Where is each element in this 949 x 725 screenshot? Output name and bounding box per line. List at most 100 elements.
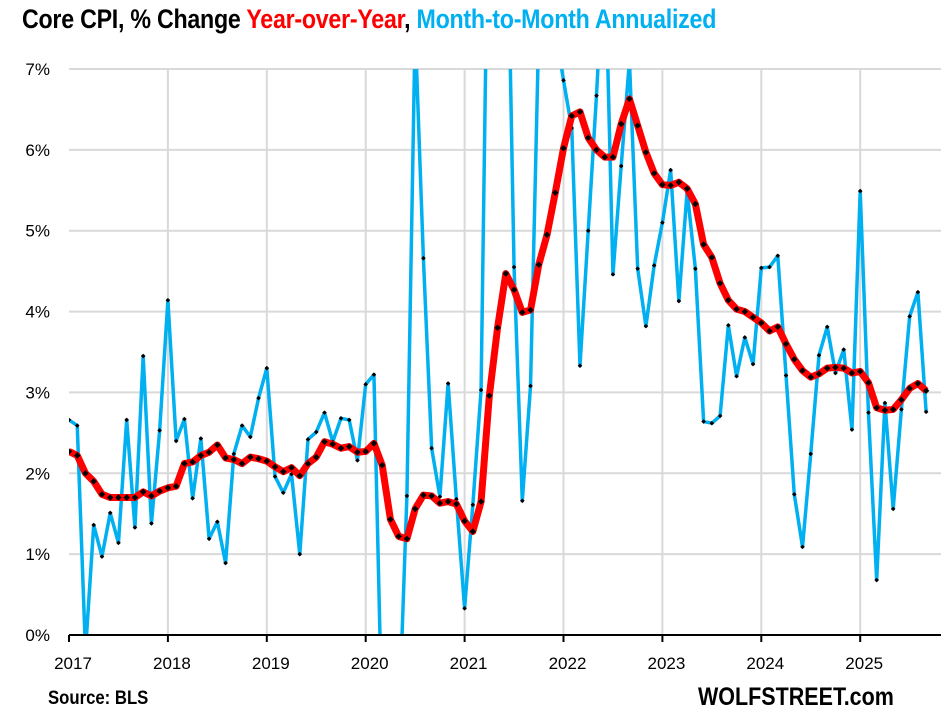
gridlines	[69, 68, 941, 635]
yoy-point	[395, 533, 402, 540]
mom-point	[338, 416, 344, 421]
yoy-point	[601, 153, 608, 161]
mom-point	[421, 255, 426, 261]
mom-point	[857, 188, 863, 194]
mom-point	[701, 419, 706, 424]
yoy-point	[313, 453, 320, 461]
mom-point	[182, 416, 187, 422]
yoy-point	[692, 200, 699, 208]
yoy-point	[642, 149, 650, 156]
yoy-point	[164, 484, 172, 492]
yoy-point	[115, 494, 122, 501]
yoy-point	[205, 449, 213, 456]
yoy-point	[123, 494, 130, 501]
yoy-point	[543, 231, 551, 238]
yoy-point	[840, 364, 847, 372]
chart-title: Core CPI, % Change Year-over-Year, Month…	[22, 4, 716, 35]
yoy-point	[766, 327, 773, 335]
x-tick-label: 2019	[252, 654, 290, 673]
mom-point	[462, 606, 467, 611]
mom-point	[511, 264, 517, 270]
yoy-point	[148, 492, 155, 500]
mom-point	[890, 506, 896, 512]
yoy-point	[782, 340, 790, 348]
yoy-point	[898, 396, 905, 403]
yoy-point	[82, 470, 89, 477]
mom-point	[882, 400, 888, 406]
yoy-point	[774, 323, 781, 331]
x-tick-label: 2022	[549, 654, 587, 673]
yoy-point	[914, 380, 922, 387]
y-tick-label: 5%	[25, 222, 50, 241]
yoy-point	[370, 440, 378, 447]
yoy-point	[552, 189, 559, 196]
yoy-point	[510, 286, 518, 293]
yoy-point	[675, 179, 683, 186]
yoy-point	[296, 472, 303, 479]
yoy-point	[758, 319, 765, 327]
mom-point	[280, 490, 286, 495]
mom-point	[445, 381, 451, 386]
yoy-point	[403, 535, 411, 542]
y-tick-label: 1%	[25, 545, 50, 564]
mom-point	[585, 228, 591, 234]
yoy-point	[131, 494, 139, 501]
y-tick-label: 4%	[25, 303, 50, 322]
yoy-point	[156, 487, 163, 495]
mom-point	[643, 323, 649, 329]
mom-point	[239, 423, 245, 428]
yoy-point	[502, 270, 510, 277]
mom-point	[767, 264, 772, 270]
mom-point	[816, 352, 822, 358]
yoy-point	[791, 356, 798, 363]
yoy-point	[527, 306, 534, 314]
mom-point	[660, 220, 665, 225]
x-tick-label: 2020	[351, 654, 389, 673]
y-tick-label: 2%	[25, 464, 50, 483]
mom-point	[313, 429, 319, 435]
mom-point	[717, 413, 723, 419]
yoy-point	[857, 368, 864, 375]
mom-point	[322, 410, 327, 415]
yoy-point	[741, 308, 749, 315]
y-tick-label: 6%	[25, 141, 50, 160]
mom-point	[355, 458, 360, 463]
yoy-point	[617, 120, 625, 128]
yoy-point	[329, 440, 336, 448]
yoy-point	[477, 498, 485, 505]
yoy-point	[576, 108, 584, 116]
yoy-point	[906, 385, 913, 392]
mom-point	[742, 335, 748, 340]
mom-point	[198, 436, 204, 441]
yoy-point	[461, 517, 468, 525]
mom-point	[824, 324, 830, 330]
mom-point	[248, 434, 253, 440]
x-tick-label: 2018	[153, 654, 191, 673]
mom-point	[676, 298, 682, 304]
mom-point	[470, 502, 476, 508]
mom-point	[215, 519, 220, 525]
yoy-point	[585, 134, 592, 141]
title-separator: ,	[404, 4, 417, 34]
yoy-point	[568, 112, 575, 120]
yoy-point	[346, 443, 353, 450]
y-tick-label: 0%	[25, 626, 50, 645]
yoy-point	[807, 373, 814, 381]
mom-point	[874, 577, 879, 583]
mom-point	[668, 167, 673, 173]
mom-point	[610, 272, 616, 277]
mom-point	[206, 536, 212, 542]
mom-point	[223, 560, 228, 566]
yoy-point	[634, 122, 641, 129]
yoy-point	[230, 456, 238, 463]
yoy-point	[420, 491, 427, 499]
yoy-point	[69, 448, 73, 455]
mom-point	[305, 437, 311, 442]
yoy-point	[214, 441, 221, 449]
yoy-point	[889, 406, 897, 413]
mom-point	[594, 93, 599, 98]
mom-point	[734, 373, 739, 379]
mom-point	[346, 417, 352, 423]
mom-point	[165, 297, 171, 303]
